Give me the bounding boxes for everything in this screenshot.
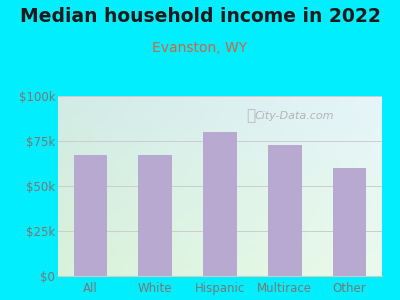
Text: ⌕: ⌕ [246, 108, 255, 123]
Bar [74, 155, 107, 276]
Bar [138, 155, 172, 276]
Text: Evanston, WY: Evanston, WY [152, 40, 248, 55]
Bar [333, 168, 366, 276]
Text: City-Data.com: City-Data.com [255, 111, 334, 121]
Text: Median household income in 2022: Median household income in 2022 [20, 8, 380, 26]
Bar [268, 145, 302, 276]
Bar [203, 132, 237, 276]
